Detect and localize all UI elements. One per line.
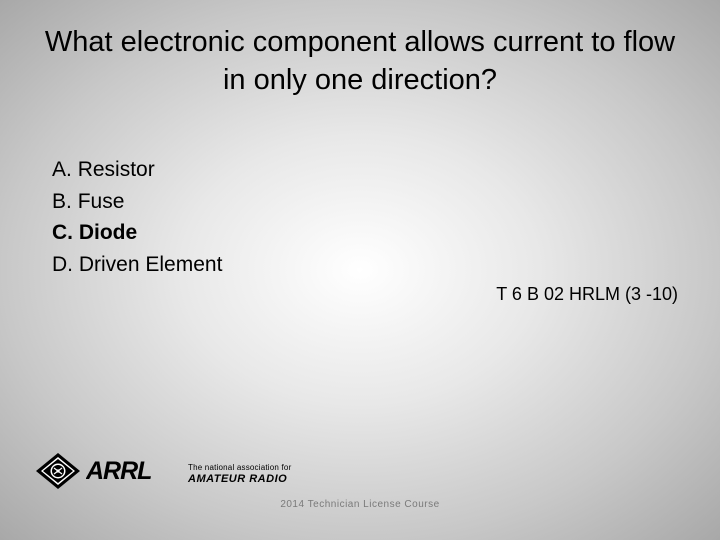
answer-b: B. Fuse: [52, 186, 222, 218]
answer-list: A. Resistor B. Fuse C. Diode D. Driven E…: [52, 154, 222, 280]
footer-text: 2014 Technician License Course: [0, 499, 720, 510]
answer-c-text: Diode: [79, 221, 137, 244]
answer-a-letter: A.: [52, 158, 72, 181]
question-title: What electronic component allows current…: [0, 24, 720, 99]
arrl-subtitle: AMATEUR RADIO: [188, 473, 291, 485]
arrl-tagline: The national association for: [188, 463, 291, 472]
answer-c: C. Diode: [52, 217, 222, 249]
answer-b-letter: B.: [52, 190, 72, 213]
answer-a-text: Resistor: [78, 158, 155, 181]
answer-b-text: Fuse: [78, 190, 125, 213]
reference-code: T 6 B 02 HRLM (3 -10): [496, 284, 678, 305]
answer-d-letter: D.: [52, 253, 73, 276]
svg-text:ARRL: ARRL: [86, 457, 151, 485]
answer-d: D. Driven Element: [52, 249, 222, 281]
arrl-logo: ARRL The national association for AMATEU…: [34, 451, 291, 496]
answer-d-text: Driven Element: [79, 253, 223, 276]
answer-c-letter: C.: [52, 221, 73, 244]
arrl-wordmark-icon: ARRL: [86, 455, 180, 492]
arrl-logo-text: The national association for AMATEUR RAD…: [188, 463, 291, 485]
answer-a: A. Resistor: [52, 154, 222, 186]
arrl-diamond-icon: [34, 451, 82, 496]
